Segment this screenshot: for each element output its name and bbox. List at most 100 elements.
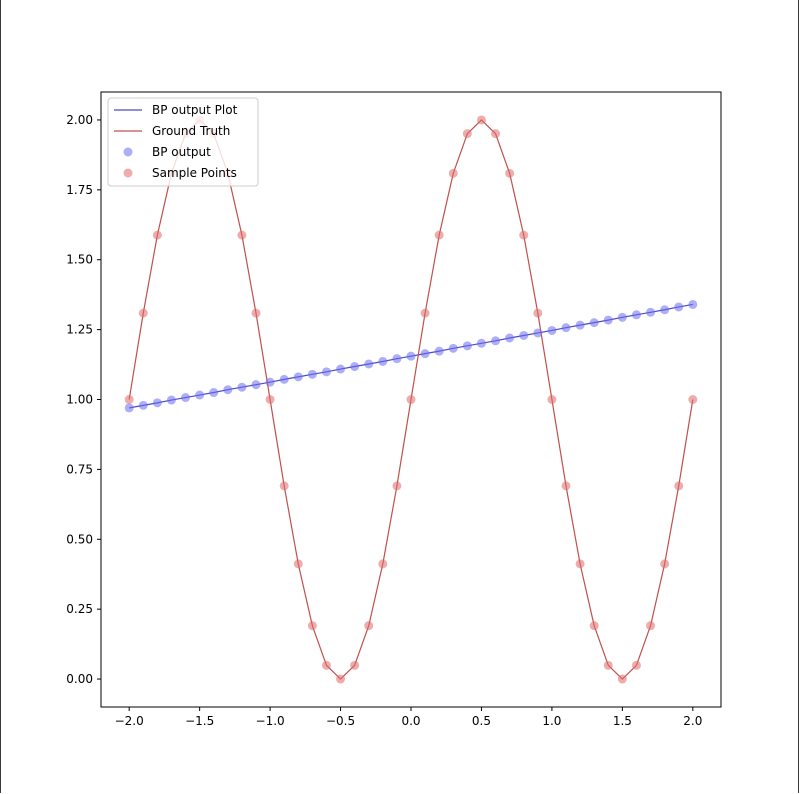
point-s3-10 <box>265 395 275 404</box>
point-s2-19 <box>392 354 402 364</box>
point-s2-3 <box>166 395 176 405</box>
point-s3-18 <box>378 559 388 569</box>
point-s2-32 <box>575 320 585 330</box>
x-tick-label-4: 0.0 <box>401 714 420 728</box>
point-s2-15 <box>336 364 346 374</box>
legend-swatch-2 <box>123 147 133 157</box>
point-s2-0 <box>124 403 134 413</box>
point-s2-8 <box>237 382 247 392</box>
point-s3-21 <box>420 308 430 318</box>
x-tick-label-6: 1.0 <box>542 714 561 728</box>
x-tick-label-2: −1.0 <box>256 714 285 728</box>
point-s2-31 <box>561 323 571 333</box>
point-s3-12 <box>293 559 303 569</box>
point-s3-32 <box>575 559 585 569</box>
point-s2-39 <box>674 302 684 312</box>
point-s2-20 <box>406 351 416 361</box>
x-tick-label-7: 1.5 <box>613 714 632 728</box>
point-s3-17 <box>364 621 374 631</box>
point-s2-14 <box>321 367 331 377</box>
point-s3-28 <box>519 230 529 240</box>
point-s2-18 <box>378 356 388 366</box>
point-s2-38 <box>660 305 670 315</box>
point-s3-31 <box>561 481 571 491</box>
point-s2-36 <box>631 310 641 320</box>
point-s2-9 <box>251 380 261 390</box>
point-s2-2 <box>152 398 162 408</box>
point-s2-4 <box>181 393 191 403</box>
axes-layer: −2.0 −1.5 −1.0 −0.5 0.0 0.5 1.0 1.5 2.0 0.00 0.25 0… <box>66 91 722 728</box>
legend-label-0: BP output Plot <box>152 103 238 117</box>
point-s2-24 <box>462 341 472 351</box>
point-s2-16 <box>350 362 360 372</box>
point-s2-21 <box>420 349 430 359</box>
point-s3-22 <box>434 230 444 240</box>
y-tick-label-1: 0.25 <box>66 602 93 616</box>
x-tick-label-8: 2.0 <box>683 714 702 728</box>
legend-label-1: Ground Truth <box>152 124 230 138</box>
point-s3-36 <box>631 660 641 670</box>
point-s2-6 <box>209 388 219 398</box>
point-s3-13 <box>307 621 317 631</box>
point-s3-24 <box>462 129 472 139</box>
point-s2-25 <box>476 338 486 348</box>
point-s2-40 <box>688 299 698 309</box>
x-tick-label-0: −2.0 <box>115 714 144 728</box>
point-s2-22 <box>434 346 444 356</box>
point-s3-34 <box>603 660 613 670</box>
point-s3-40 <box>688 395 698 404</box>
point-s3-19 <box>392 481 402 491</box>
point-s2-17 <box>364 359 374 369</box>
point-s2-10 <box>265 377 275 387</box>
point-s2-12 <box>293 372 303 382</box>
point-s2-28 <box>519 330 529 340</box>
point-s3-16 <box>350 660 360 670</box>
point-s3-35 <box>617 674 627 684</box>
y-tick-label-6: 1.50 <box>66 253 93 267</box>
point-s3-33 <box>589 621 599 631</box>
point-s2-1 <box>138 400 148 410</box>
point-s3-23 <box>448 168 458 178</box>
point-s3-15 <box>336 674 346 684</box>
legend-swatch-3 <box>123 168 133 178</box>
y-tick-label-2: 0.50 <box>66 532 93 546</box>
point-s3-1 <box>138 308 148 318</box>
point-s3-20 <box>406 395 416 404</box>
point-s3-9 <box>251 308 261 318</box>
y-tick-label-4: 1.00 <box>66 393 93 407</box>
x-tick-label-1: −1.5 <box>185 714 214 728</box>
point-s3-11 <box>279 481 289 491</box>
point-s3-30 <box>547 395 557 404</box>
point-s3-25 <box>476 115 486 125</box>
y-tick-label-5: 1.25 <box>66 323 93 337</box>
point-s2-30 <box>547 325 557 335</box>
series-layer <box>124 115 698 684</box>
x-tick-label-5: 0.5 <box>472 714 491 728</box>
point-s3-26 <box>491 129 501 139</box>
point-s2-26 <box>491 336 501 346</box>
x-tick-label-3: −0.5 <box>326 714 355 728</box>
point-s2-29 <box>533 328 543 338</box>
point-s2-37 <box>646 307 656 317</box>
point-s3-39 <box>674 481 684 491</box>
point-s3-8 <box>237 230 247 240</box>
point-s3-14 <box>321 660 331 670</box>
point-s2-27 <box>505 333 515 343</box>
point-s3-2 <box>152 230 162 240</box>
point-s2-33 <box>589 318 599 328</box>
y-tick-label-0: 0.00 <box>66 672 93 686</box>
y-tick-label-3: 0.75 <box>66 462 93 476</box>
y-tick-label-7: 1.75 <box>66 183 93 197</box>
legend-box <box>107 97 259 187</box>
point-s2-34 <box>603 315 613 325</box>
y-tick-label-8: 2.00 <box>66 113 93 127</box>
point-s3-37 <box>646 621 656 631</box>
point-s2-11 <box>279 374 289 384</box>
point-s3-29 <box>533 308 543 318</box>
point-s2-23 <box>448 343 458 353</box>
point-s2-5 <box>195 390 205 400</box>
legend-label-2: BP output <box>152 145 211 159</box>
point-s3-27 <box>505 168 515 178</box>
